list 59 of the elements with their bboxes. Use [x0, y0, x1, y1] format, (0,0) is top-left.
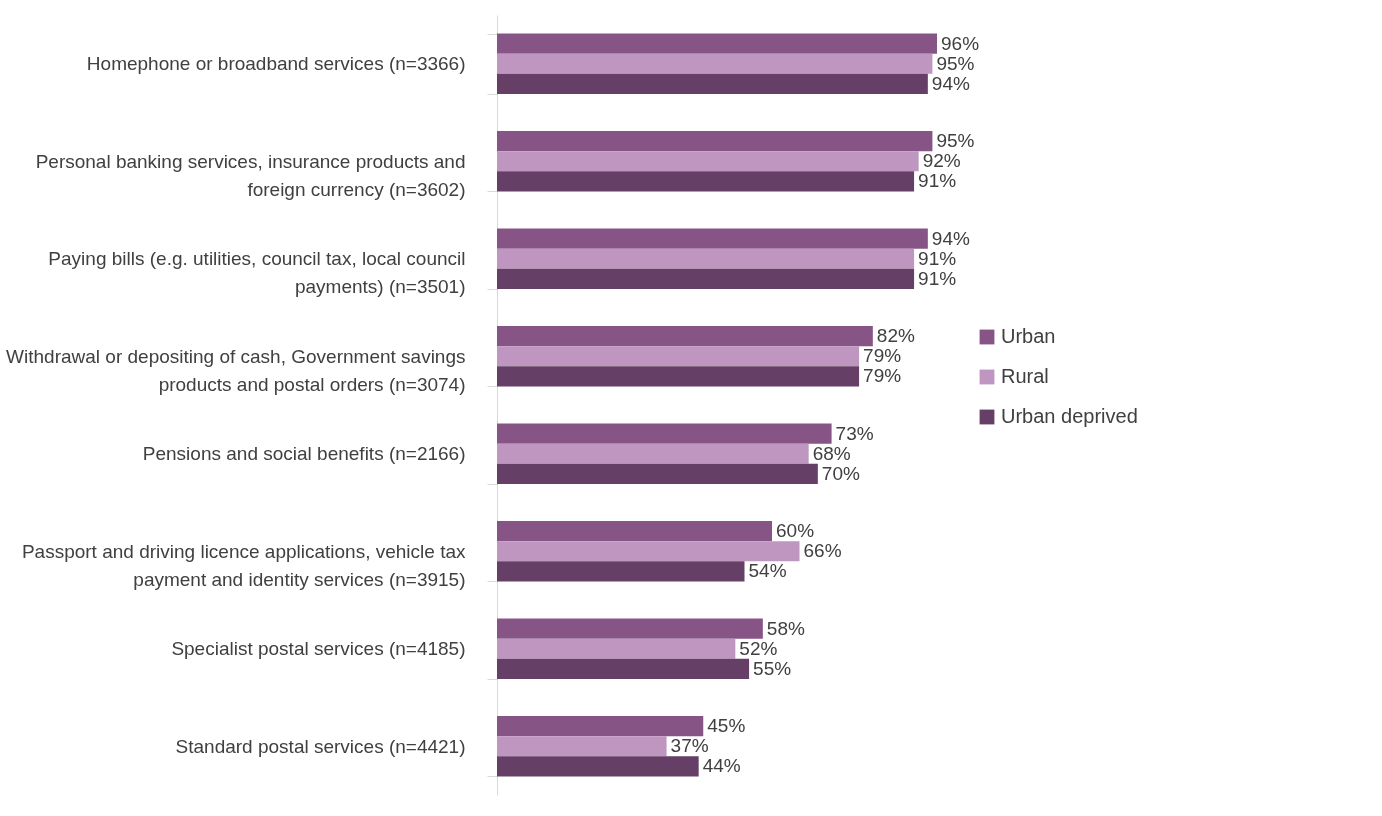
data-label: 73% — [835, 422, 874, 444]
data-label: 37% — [670, 735, 709, 757]
bar — [497, 346, 860, 367]
legend-label: Urban deprived — [1001, 405, 1138, 427]
bar — [497, 521, 772, 542]
legend-label: Urban — [1001, 325, 1056, 347]
bar — [497, 423, 832, 444]
bar — [497, 151, 919, 172]
data-label: 96% — [941, 32, 980, 54]
data-label: 79% — [863, 345, 902, 367]
bar — [497, 736, 667, 757]
bar — [497, 561, 745, 582]
bar — [497, 228, 928, 249]
bar — [497, 618, 763, 639]
bar — [497, 541, 800, 562]
y-tick-label: Standard postal services (n=4421) — [175, 735, 466, 757]
data-label: 45% — [707, 715, 746, 737]
data-label: 52% — [739, 637, 778, 659]
bar — [497, 268, 915, 289]
data-label: 94% — [931, 72, 970, 94]
bar — [497, 53, 933, 74]
data-label: 70% — [821, 462, 860, 484]
data-label: 91% — [918, 170, 957, 192]
bar — [497, 33, 937, 54]
data-label: 68% — [812, 442, 851, 464]
data-label: 60% — [776, 520, 815, 542]
data-label: 82% — [876, 325, 915, 347]
y-tick-label: Withdrawal or depositing of cash, Government savings products and postal orders (n=3074) — [6, 345, 466, 395]
data-label: 95% — [936, 130, 975, 152]
bar — [497, 638, 736, 659]
y-tick-label: Passport and driving licence applications, vehicle tax payment and identity services (n=3915) — [21, 540, 466, 590]
data-label: 58% — [766, 617, 805, 639]
data-label: 55% — [753, 657, 792, 679]
y-tick-label: Pensions and social benefits (n=2166) — [142, 443, 466, 465]
data-label: 79% — [863, 365, 902, 387]
bar — [497, 131, 933, 152]
bar — [497, 73, 928, 94]
bar — [497, 171, 915, 192]
bar — [497, 658, 750, 679]
y-tick-label: Paying bills (e.g. utilities, council tax, local council payments) (n=3501) — [48, 248, 466, 298]
data-label: 92% — [922, 150, 961, 172]
data-label: 94% — [931, 227, 970, 249]
data-label: 95% — [936, 52, 975, 74]
y-tick-label: Personal banking services, insurance products and foreign currency (n=3602) — [35, 150, 466, 200]
data-label: 91% — [918, 267, 957, 289]
bar — [497, 248, 915, 269]
data-label: 91% — [918, 247, 957, 269]
data-label: 54% — [748, 560, 787, 582]
bar — [497, 366, 860, 387]
bar — [497, 443, 809, 464]
bar — [497, 756, 699, 777]
y-tick-label: Specialist postal services (n=4185) — [171, 638, 466, 660]
data-label: 44% — [702, 755, 741, 777]
bar — [497, 326, 873, 347]
legend-label: Rural — [1001, 365, 1049, 387]
bar — [497, 463, 818, 484]
y-tick-label: Homephone or broadband services (n=3366) — [86, 53, 466, 75]
data-label: 66% — [803, 540, 842, 562]
bar — [497, 716, 704, 737]
